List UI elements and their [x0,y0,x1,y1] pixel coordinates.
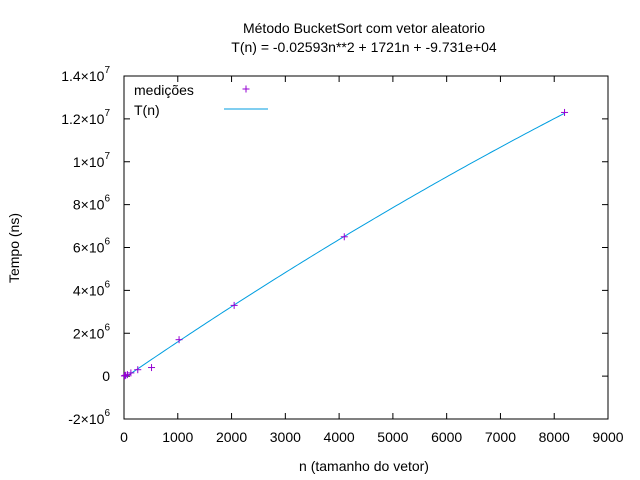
data-point [123,371,131,379]
x-tick-label: 1000 [162,429,193,445]
y-axis-ticks: -2×10602×1064×1066×1068×1061×1071.2×1071… [61,65,608,427]
y-tick-label: 1×107 [73,151,111,170]
y-tick-label: 1.2×107 [61,108,110,127]
legend-plus-marker [242,85,250,93]
x-axis-label: n (tamanho do vetor) [299,458,429,474]
y-tick-label: 6×106 [73,237,111,256]
y-tick-exponent: 7 [104,151,110,162]
y-tick-label: -2×106 [68,408,110,427]
y-tick-mantissa: 0 [102,368,110,384]
x-tick-label: 2000 [216,429,247,445]
legend-label-medicoes: medições [134,82,194,98]
y-tick-exponent: 6 [104,279,110,290]
plot-frame [123,75,609,420]
y-tick-exponent: 6 [104,194,110,205]
x-tick-label: 8000 [539,429,570,445]
y-tick-mantissa: 4×10 [73,282,105,298]
x-tick-label: 4000 [324,429,355,445]
y-tick-label: 1.4×107 [61,65,110,84]
y-tick-mantissa: -2×10 [68,411,104,427]
legend: medições T(n) [134,82,268,118]
x-tick-label: 7000 [485,429,516,445]
chart-title: Método BucketSort com vetor aleatorio [243,20,485,36]
data-point [148,364,156,372]
y-tick-exponent: 7 [104,108,110,119]
y-tick-mantissa: 8×10 [73,197,105,213]
legend-label-tn: T(n) [134,102,160,118]
y-tick-label: 2×106 [73,322,111,341]
data-point [127,369,135,377]
y-tick-mantissa: 1×10 [73,154,105,170]
y-tick-mantissa: 1.4×10 [61,68,104,84]
legend-marker-medicoes [242,85,250,93]
data-point [230,301,238,309]
fit-curve-tn [123,112,565,379]
data-point [340,233,348,241]
y-tick-exponent: 6 [104,408,110,419]
y-tick-mantissa: 1.2×10 [61,111,104,127]
x-tick-label: 6000 [431,429,462,445]
chart-subtitle: T(n) = -0.02593n**2 + 1721n + -9.731e+04 [231,39,497,55]
x-axis-ticks: 0 1000 2000 3000 4000 5000 6000 7000 8000 9000 [120,76,624,445]
data-point [122,371,130,379]
y-tick-exponent: 7 [104,65,110,76]
data-point [134,366,142,374]
y-axis-label: Tempo (ns) [6,213,22,283]
y-tick-mantissa: 6×10 [73,240,105,256]
x-tick-label: 3000 [270,429,301,445]
data-point [561,108,569,116]
y-tick-mantissa: 2×10 [73,325,105,341]
x-tick-label: 5000 [377,429,408,445]
x-tick-label: 9000 [592,429,623,445]
y-tick-exponent: 6 [104,237,110,248]
data-point [175,336,183,344]
y-tick-exponent: 6 [104,322,110,333]
y-tick-label: 4×106 [73,279,111,298]
y-tick-label: 8×106 [73,194,111,213]
x-tick-label: 0 [120,429,128,445]
y-tick-label: 0 [102,368,110,384]
series-layer [120,108,569,380]
